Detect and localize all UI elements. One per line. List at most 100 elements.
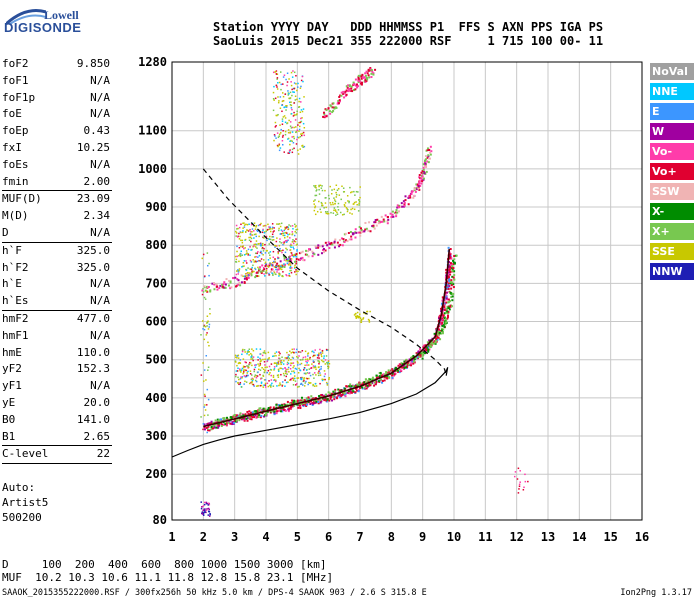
- echo-dot: [432, 342, 435, 345]
- echo-dot: [223, 417, 226, 420]
- echo-dot: [335, 214, 337, 216]
- echo-dot: [271, 268, 273, 270]
- echo-dot: [278, 149, 281, 152]
- echo-dot: [313, 200, 315, 202]
- echo-dot: [361, 386, 364, 389]
- echo-dot: [300, 134, 303, 137]
- echo-dot: [291, 108, 293, 111]
- echo-dot: [450, 284, 453, 287]
- echo-dot: [289, 131, 292, 134]
- echo-dot: [293, 254, 295, 256]
- echo-dot: [292, 377, 295, 380]
- echo-dot: [267, 238, 270, 240]
- echo-dot: [275, 362, 277, 365]
- echo-dot: [315, 246, 318, 249]
- echo-dot: [268, 226, 270, 228]
- echo-dot: [269, 411, 272, 414]
- param-row-d: D N/A: [2, 225, 112, 242]
- echo-dot: [302, 402, 305, 405]
- echo-dot: [289, 244, 292, 247]
- echo-dot: [281, 123, 284, 126]
- echo-dot: [261, 231, 264, 234]
- echo-dot: [297, 153, 300, 155]
- param-row-mufd: MUF(D) 23.09: [2, 191, 112, 208]
- echo-dot: [452, 267, 455, 270]
- echo-dot: [268, 365, 271, 368]
- echo-dot: [250, 234, 252, 236]
- echo-dot: [342, 90, 345, 93]
- echo-dot: [313, 185, 315, 187]
- echo-dot: [293, 126, 295, 129]
- echo-dot: [337, 206, 339, 208]
- echo-dot: [337, 244, 340, 247]
- echo-dot: [368, 221, 371, 224]
- echo-dot: [296, 355, 298, 358]
- echo-dot: [272, 376, 275, 378]
- echo-dot: [392, 215, 395, 218]
- echo-dot: [293, 111, 295, 114]
- echo-dot: [382, 374, 385, 377]
- echo-dot: [250, 378, 253, 381]
- echo-dot: [300, 362, 303, 365]
- echo-dot: [333, 240, 336, 243]
- echo-dot: [323, 399, 326, 402]
- echo-dot: [280, 264, 283, 267]
- echo-dot: [323, 113, 326, 116]
- echo-dot: [201, 320, 204, 322]
- echo-dot: [297, 124, 299, 126]
- echo-dot: [238, 383, 240, 386]
- echo-dot: [347, 390, 350, 393]
- echo-dot: [269, 262, 272, 265]
- echo-dot: [293, 102, 295, 104]
- echo-dot: [442, 308, 445, 311]
- echo-dot: [367, 69, 370, 72]
- echo-dot: [318, 352, 320, 355]
- echo-dot: [277, 256, 279, 259]
- echo-dot: [441, 324, 444, 327]
- echo-dot: [369, 310, 371, 313]
- echo-dot: [259, 369, 262, 371]
- echo-dot: [286, 239, 288, 242]
- echo-dot: [314, 354, 316, 357]
- echo-dot: [260, 360, 262, 362]
- echo-dot: [270, 374, 272, 377]
- echo-dot: [255, 256, 257, 258]
- echo-dot: [285, 105, 287, 107]
- echo-dot: [368, 382, 371, 385]
- echo-dot: [516, 478, 519, 480]
- echo-dot: [257, 243, 259, 245]
- echo-dot: [295, 348, 298, 351]
- echo-dot: [314, 366, 317, 369]
- echo-dot: [300, 101, 302, 103]
- echo-dot: [262, 374, 264, 377]
- echo-dot: [395, 215, 398, 218]
- echo-dot: [281, 361, 283, 364]
- echo-dot: [309, 382, 312, 384]
- echo-dot: [282, 116, 285, 118]
- echo-dot: [251, 228, 254, 230]
- echo-dot: [264, 358, 266, 361]
- echo-dot: [286, 232, 288, 234]
- echo-dot: [249, 415, 252, 418]
- echo-dot: [256, 275, 259, 278]
- echo-dot: [327, 367, 329, 370]
- echo-dot: [295, 384, 297, 386]
- param-value: 152.3: [76, 362, 110, 376]
- echo-dot: [289, 379, 292, 381]
- echo-dot: [359, 386, 362, 389]
- echo-dot: [286, 84, 288, 87]
- echo-dot: [249, 362, 252, 364]
- echo-dot: [295, 258, 298, 261]
- echo-dot: [446, 305, 449, 308]
- echo-dot: [272, 268, 274, 271]
- echo-dot: [242, 230, 244, 232]
- echo-dot: [313, 366, 315, 369]
- echo-dot: [296, 248, 298, 251]
- param-row-b0: B0 141.0: [2, 412, 112, 429]
- echo-dot: [324, 397, 327, 400]
- echo-dot: [290, 406, 293, 409]
- echo-dot: [238, 246, 241, 249]
- echo-dot: [279, 382, 281, 384]
- echo-dot: [346, 86, 349, 89]
- echo-dot: [314, 383, 317, 385]
